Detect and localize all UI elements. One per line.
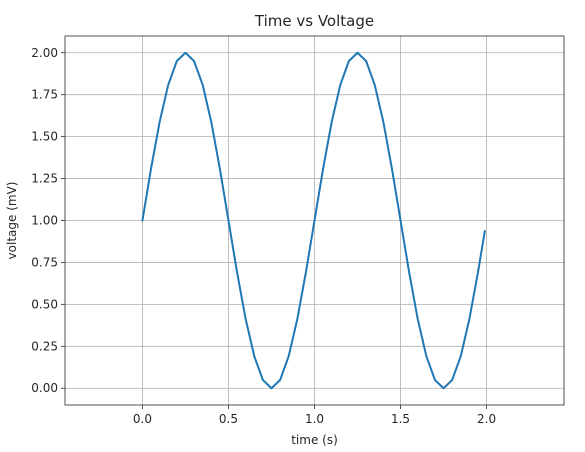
y-tick-label: 1.00 bbox=[31, 214, 58, 228]
y-tick-label: 2.00 bbox=[31, 46, 58, 60]
x-tick-label: 2.0 bbox=[477, 412, 496, 426]
y-axis-label: voltage (mV) bbox=[5, 182, 19, 260]
y-tick-label: 0.00 bbox=[31, 381, 58, 395]
y-tick-label: 1.25 bbox=[31, 172, 58, 186]
series-layer bbox=[141, 51, 486, 390]
y-tick-label: 1.50 bbox=[31, 130, 58, 144]
x-tick-label: 1.5 bbox=[391, 412, 410, 426]
y-tick-label: 0.25 bbox=[31, 339, 58, 353]
y-tick-label: 0.50 bbox=[31, 297, 58, 311]
x-tick-label: 0.5 bbox=[219, 412, 238, 426]
y-tick-label: 1.75 bbox=[31, 88, 58, 102]
y-grid-lines bbox=[65, 52, 564, 389]
series-line bbox=[141, 51, 486, 390]
y-axis-ticks: 0.00 0.25 0.50 0.75 1.00 1.25 1.50 1.75 2.00 bbox=[31, 46, 65, 395]
x-axis-ticks: 0.0 0.5 1.0 1.5 2.0 bbox=[133, 405, 496, 426]
chart-title: Time vs Voltage bbox=[254, 12, 374, 30]
x-tick-label: 1.0 bbox=[305, 412, 324, 426]
x-axis-label: time (s) bbox=[291, 433, 338, 447]
x-tick-label: 0.0 bbox=[133, 412, 152, 426]
y-tick-label: 0.75 bbox=[31, 255, 58, 269]
